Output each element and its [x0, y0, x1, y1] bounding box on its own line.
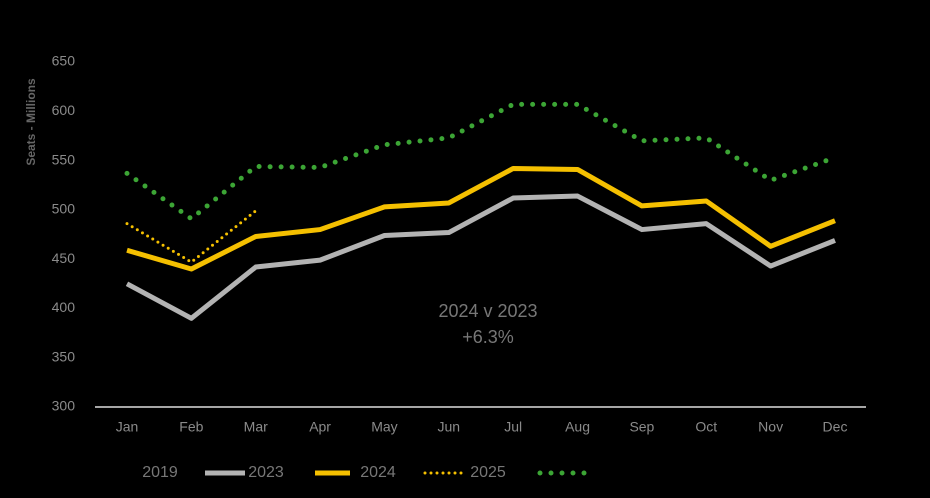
y-tick-label: 650	[52, 53, 76, 69]
annotation: +6.3%	[462, 327, 514, 347]
series-line	[124, 101, 838, 222]
x-tick-label: May	[371, 419, 397, 435]
x-tick-label: Dec	[823, 419, 848, 435]
legend-label: 2025	[470, 464, 506, 481]
y-tick-label: 500	[52, 201, 76, 217]
x-tick-label: Jun	[438, 419, 461, 435]
legend-label: 2023	[248, 464, 284, 481]
x-tick-label: Oct	[695, 419, 717, 435]
y-tick-label: 400	[52, 299, 76, 315]
legend-label: 2019	[142, 464, 178, 481]
legend-label: 2024	[360, 464, 396, 481]
x-tick-label: Jul	[504, 419, 522, 435]
x-tick-label: Aug	[565, 419, 590, 435]
annotation: 2024 v 2023	[438, 301, 537, 321]
y-tick-label: 450	[52, 250, 76, 266]
y-tick-label: 350	[52, 348, 76, 364]
x-tick-label: Apr	[309, 419, 331, 435]
series-line	[125, 209, 258, 264]
x-tick-label: Jan	[116, 419, 139, 435]
y-axis-label: Seats - Millions	[24, 78, 38, 166]
x-tick-label: Feb	[179, 419, 203, 435]
x-tick-label: Sep	[629, 419, 654, 435]
series-line	[126, 165, 836, 272]
x-tick-label: Nov	[758, 419, 783, 435]
y-tick-label: 300	[52, 398, 76, 414]
x-tick-label: Mar	[244, 419, 268, 435]
y-tick-label: 600	[52, 102, 76, 118]
series-line	[125, 193, 836, 321]
y-tick-label: 550	[52, 151, 76, 167]
